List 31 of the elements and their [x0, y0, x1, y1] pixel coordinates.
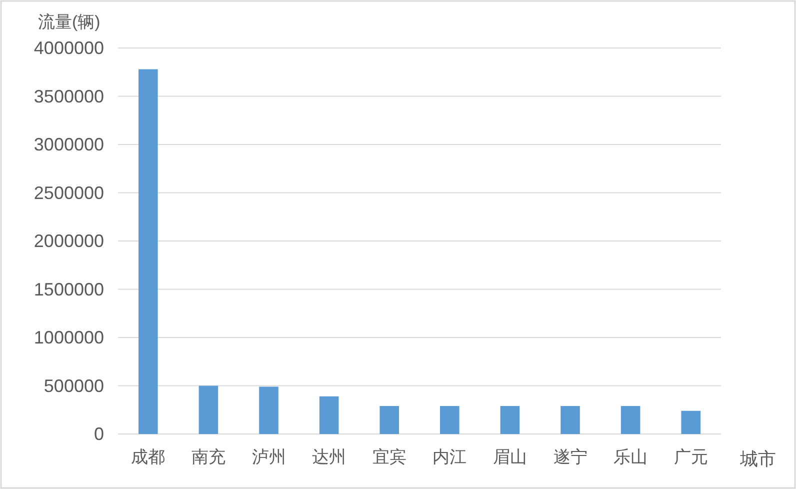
bar	[560, 406, 580, 434]
y-tick-label: 1500000	[34, 279, 104, 300]
x-tick-label: 眉山	[492, 448, 527, 466]
bar	[440, 406, 460, 434]
bar	[138, 69, 158, 434]
y-tick-label: 500000	[44, 376, 104, 396]
bar	[198, 386, 218, 434]
bar	[620, 406, 640, 434]
y-tick-label: 3000000	[34, 134, 104, 154]
x-tick-label: 南充	[191, 448, 226, 466]
x-tick-label: 遂宁	[553, 448, 588, 466]
y-tick-label: 4000000	[34, 38, 104, 58]
bar	[380, 406, 399, 434]
x-tick-label: 乐山	[614, 448, 648, 466]
x-tick-label: 宜宾	[372, 448, 406, 466]
y-tick-label: 2500000	[34, 182, 104, 203]
y-tick-label: 2000000	[34, 231, 104, 251]
x-tick-label: 泸州	[252, 448, 286, 466]
y-axis-title: 流量(辆)	[38, 12, 100, 32]
bar	[500, 406, 520, 434]
bar	[319, 396, 339, 434]
x-tick-label: 达州	[312, 448, 346, 466]
y-tick-label: 1000000	[34, 328, 104, 348]
x-tick-label: 广元	[674, 448, 708, 466]
bar	[259, 386, 278, 434]
x-tick-label: 内江	[432, 448, 467, 466]
x-tick-label: 成都	[131, 448, 166, 466]
bar	[681, 410, 700, 434]
x-axis-title: 城市	[739, 449, 776, 469]
y-tick-label: 0	[94, 424, 104, 444]
y-tick-label: 3500000	[34, 86, 104, 106]
